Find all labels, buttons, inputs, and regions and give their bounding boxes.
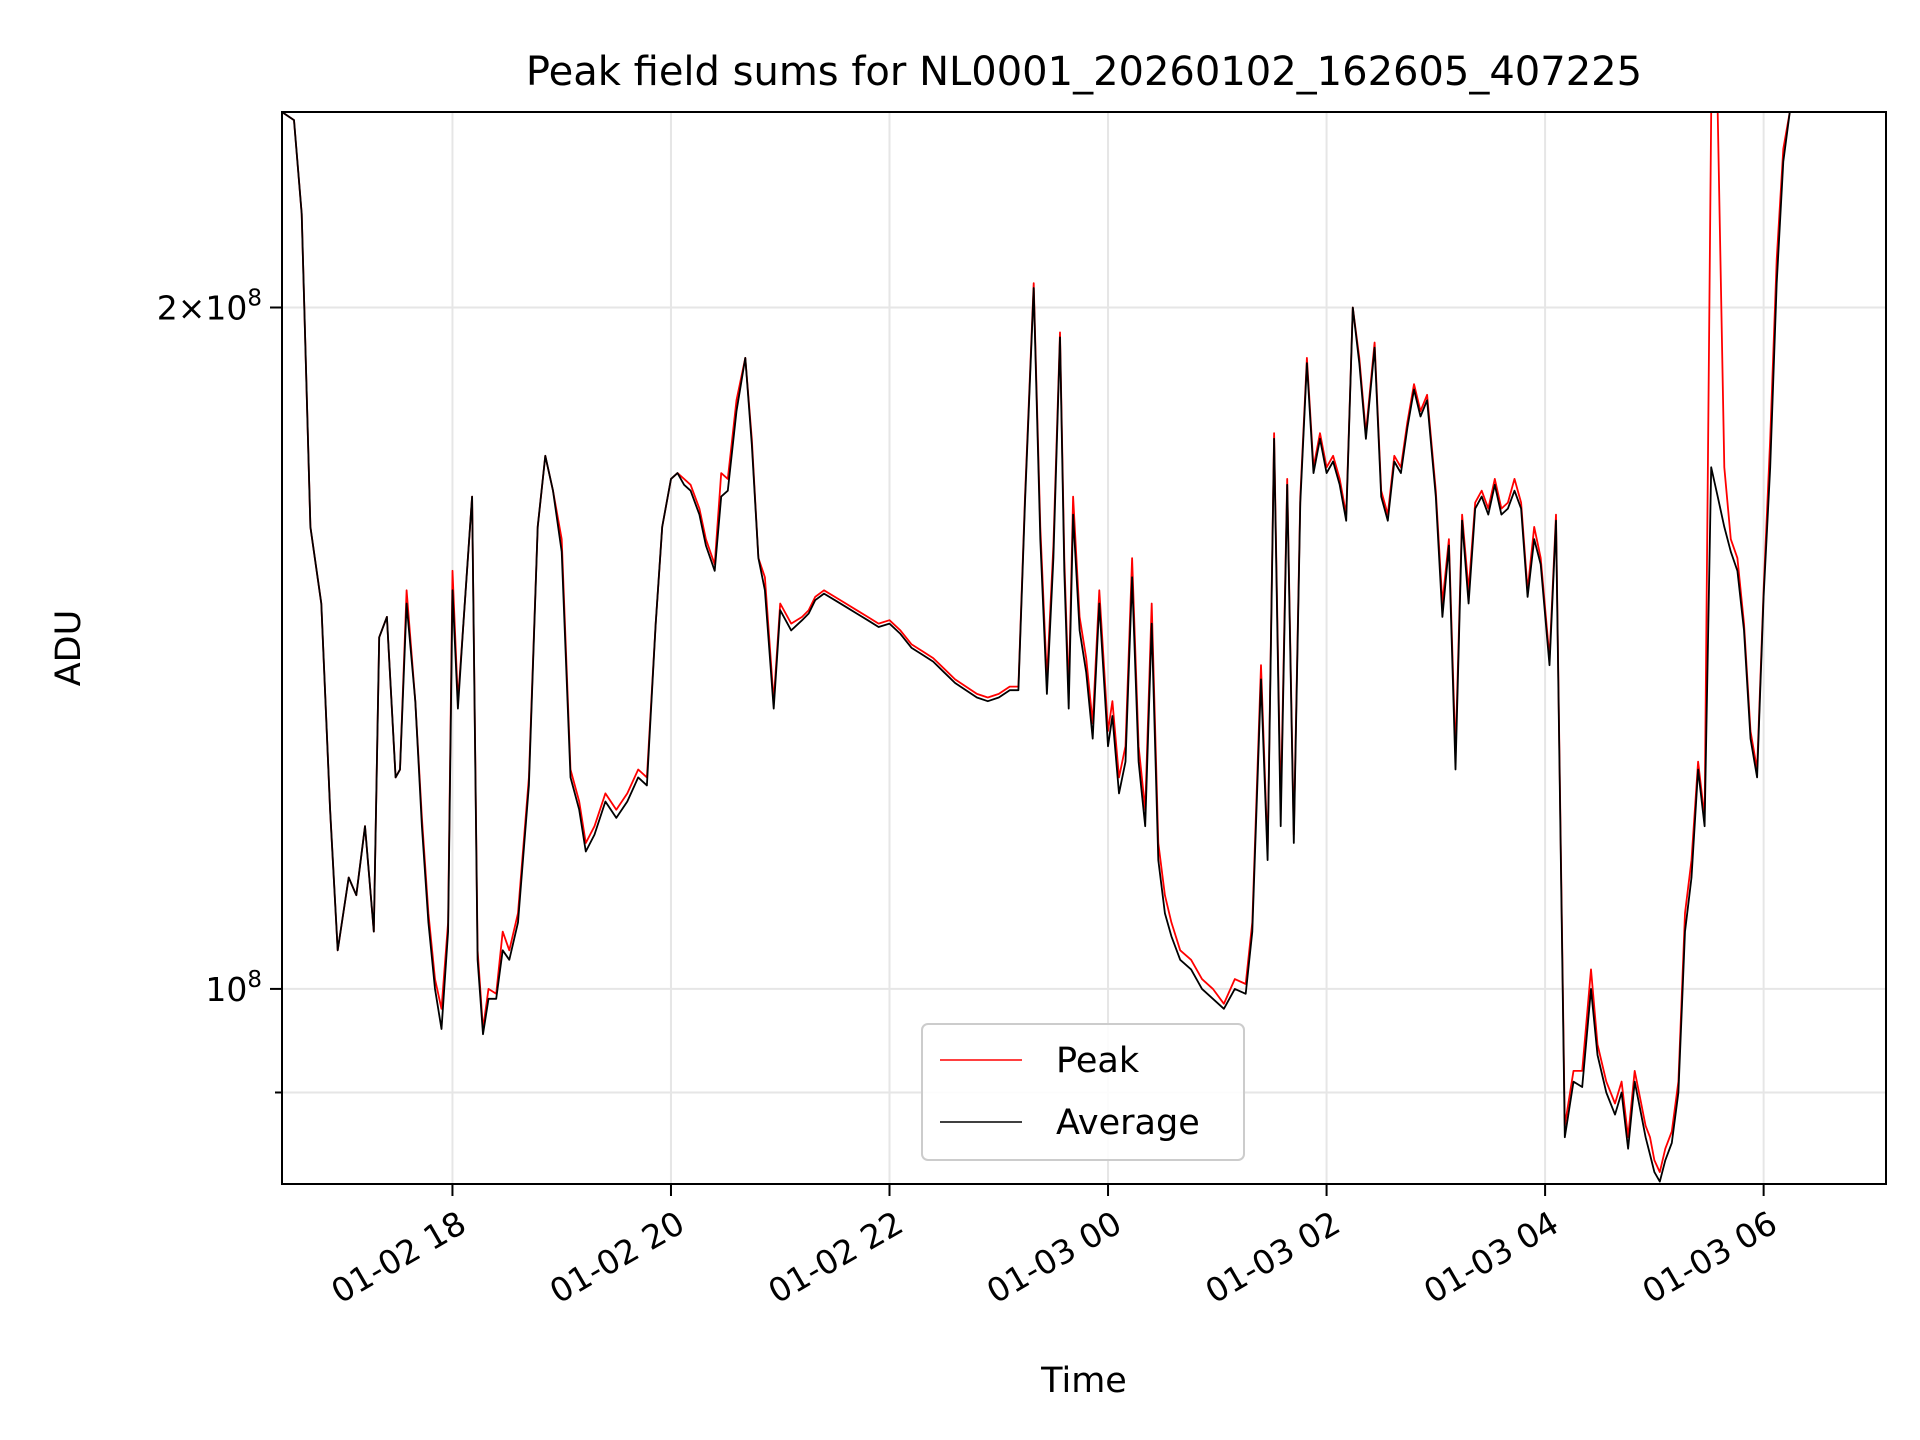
legend-box xyxy=(921,1023,1245,1161)
y-axis-label: ADU xyxy=(49,610,89,687)
series-line-average xyxy=(282,112,1803,1183)
y-tick-label: 2×108 xyxy=(157,285,262,327)
x-axis-label: Time xyxy=(1040,1361,1127,1401)
legend: Peak Average xyxy=(921,1023,1245,1161)
chart-title: Peak field sums for NL0001_20260102_1626… xyxy=(526,49,1642,95)
legend-label-average: Average xyxy=(1056,1103,1200,1143)
series-layer xyxy=(282,112,1803,1183)
plot-frame xyxy=(281,111,1887,1185)
y-tick-label: 108 xyxy=(205,967,262,1009)
y-axis: 108 2×108 xyxy=(157,285,282,1094)
legend-label-peak: Peak xyxy=(1056,1041,1140,1081)
